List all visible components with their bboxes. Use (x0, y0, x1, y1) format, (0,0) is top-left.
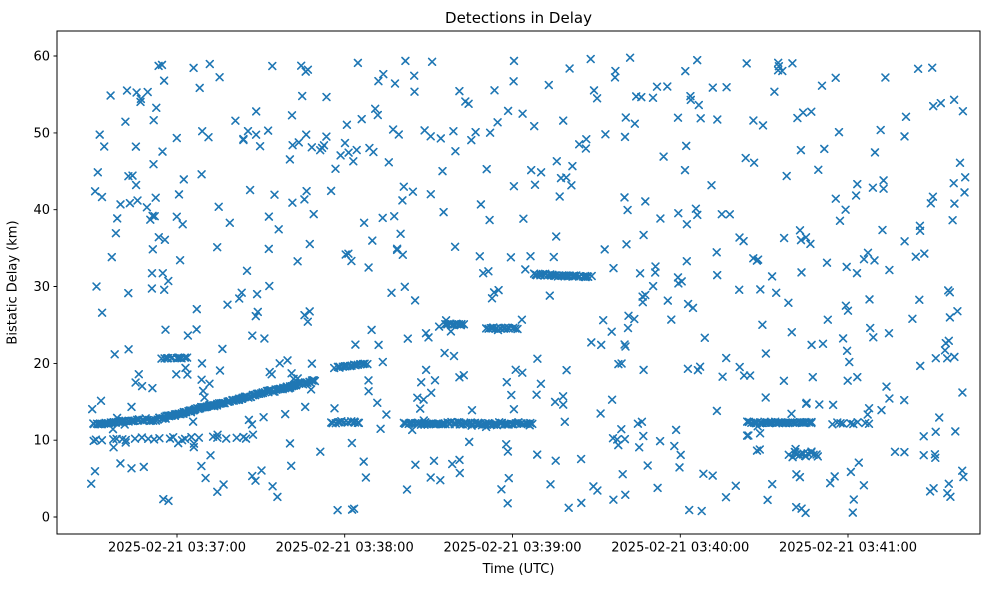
axis-ticks (53, 55, 849, 538)
y-tick-label: 20 (33, 357, 50, 372)
y-tick-label: 40 (33, 203, 50, 218)
y-tick-label: 10 (33, 434, 50, 449)
y-axis-label: Bistatic Delay (km) (5, 220, 21, 345)
chart-title: Detections in Delay (445, 9, 592, 27)
x-tick-label: 2025-02-21 03:39:00 (443, 541, 581, 556)
y-tick-label: 50 (33, 126, 50, 141)
y-tick-label: 60 (33, 50, 50, 65)
x-tick-label: 2025-02-21 03:37:00 (108, 541, 246, 556)
y-tick-label: 30 (33, 280, 50, 295)
plot-frame (56, 30, 981, 535)
x-tick-label: 2025-02-21 03:38:00 (276, 541, 414, 556)
y-tick-label: 0 (42, 511, 50, 526)
x-axis-label: Time (UTC) (482, 562, 555, 577)
scatter-points (87, 53, 970, 518)
x-tick-label: 2025-02-21 03:41:00 (779, 541, 917, 556)
x-tick-label: 2025-02-21 03:40:00 (611, 541, 749, 556)
